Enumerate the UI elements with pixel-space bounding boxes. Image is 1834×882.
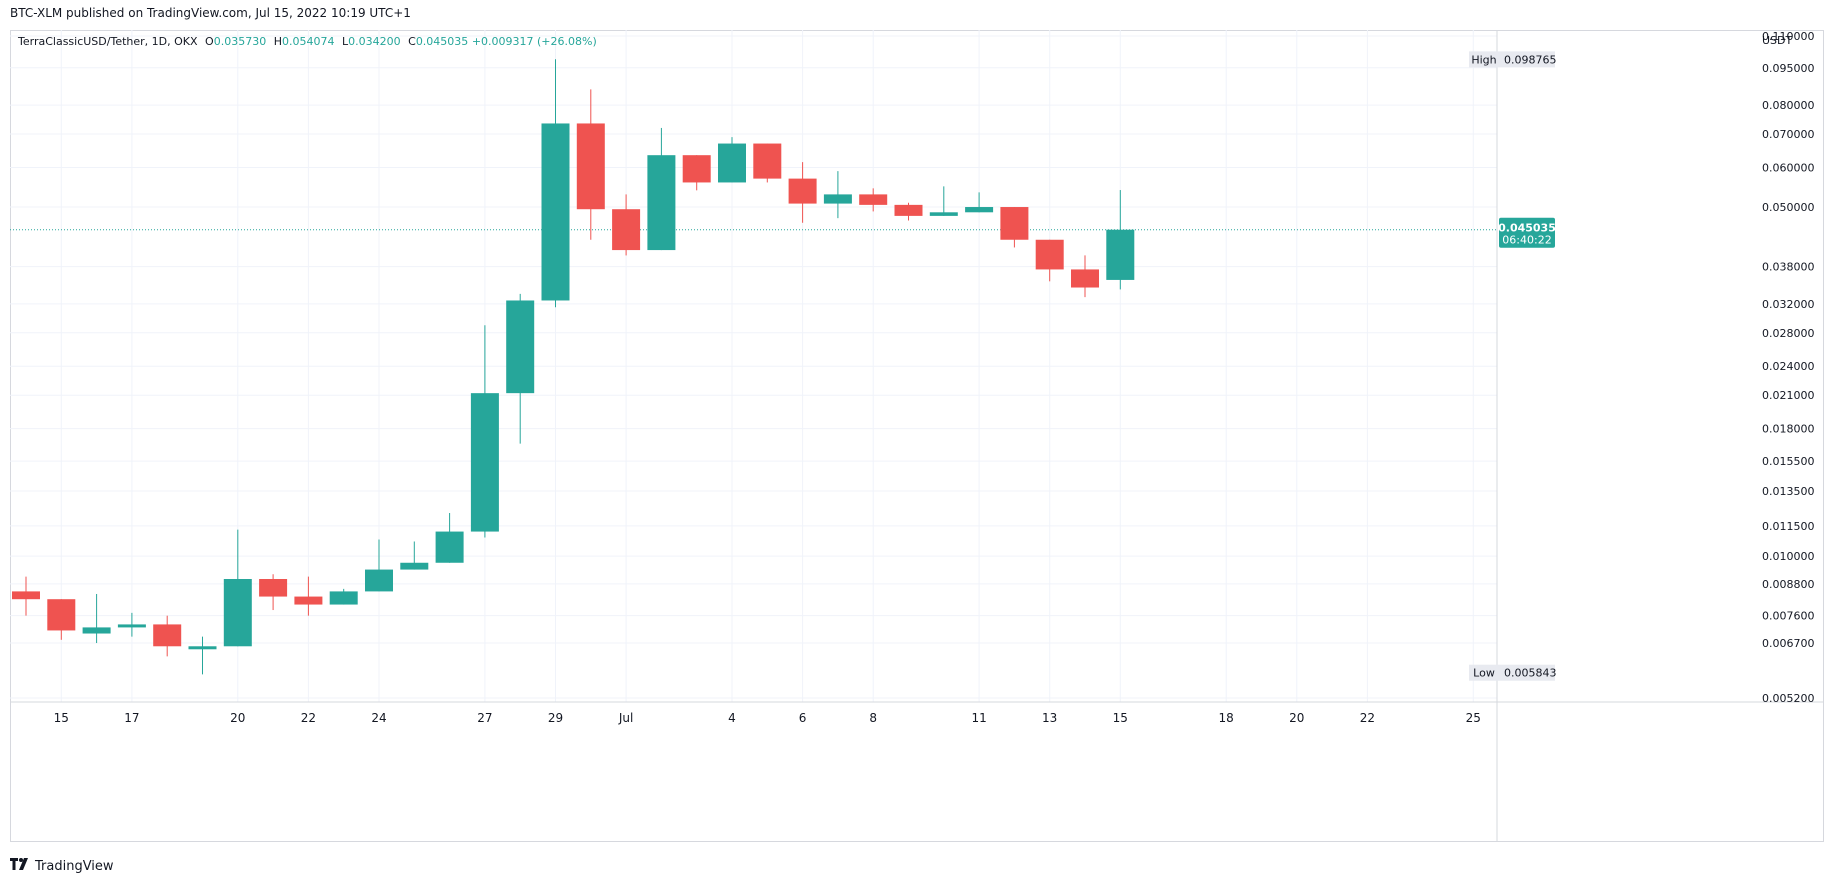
x-tick-label: 29: [548, 711, 563, 725]
high-marker-label-bg: [1469, 51, 1499, 68]
candle-body[interactable]: [541, 123, 570, 301]
y-tick-label: 0.032000: [1762, 298, 1815, 311]
candle-body[interactable]: [153, 624, 182, 647]
candle-body[interactable]: [965, 207, 994, 213]
candle-body[interactable]: [12, 591, 40, 600]
candle-body[interactable]: [223, 579, 252, 647]
low-marker-value: 0.005843: [1504, 667, 1557, 680]
candle-body[interactable]: [718, 143, 746, 183]
candle-body[interactable]: [435, 531, 464, 563]
y-tick-label: 0.028000: [1762, 327, 1815, 340]
candle-body[interactable]: [823, 194, 852, 204]
y-tick-label: 0.006700: [1762, 637, 1815, 650]
candle-body[interactable]: [682, 155, 711, 183]
x-tick-label: 17: [124, 711, 139, 725]
candle-body[interactable]: [612, 209, 641, 251]
open-value: 0.035730: [213, 35, 267, 48]
y-tick-label: 0.024000: [1762, 360, 1815, 373]
high-value: 0.054074: [281, 35, 335, 48]
x-tick-label: 6: [799, 711, 807, 725]
high-marker-label: High: [1471, 53, 1496, 66]
y-tick-label: 0.011500: [1762, 520, 1815, 533]
y-tick-label: 0.008800: [1762, 578, 1815, 591]
last-price-value: 0.045035: [1498, 222, 1556, 235]
last-price-tag: [1499, 217, 1555, 248]
last-price-countdown: 06:40:22: [1502, 234, 1551, 247]
y-tick-label: 0.050000: [1762, 201, 1815, 214]
candle-body[interactable]: [259, 579, 288, 597]
y-tick-label: 0.080000: [1762, 99, 1815, 112]
y-tick-label: 0.015500: [1762, 455, 1815, 468]
candle-body[interactable]: [1071, 269, 1099, 288]
low-marker-label: Low: [1473, 667, 1495, 680]
x-tick-label: 15: [54, 711, 69, 725]
candle-body[interactable]: [470, 393, 499, 532]
x-tick-label: 20: [230, 711, 245, 725]
candle-body[interactable]: [929, 212, 958, 216]
symbol-label[interactable]: TerraClassicUSD/Tether, 1D, OKX: [18, 35, 198, 48]
x-tick-label: 11: [971, 711, 986, 725]
close-value: 0.045035: [415, 35, 469, 48]
candle-body[interactable]: [82, 627, 111, 634]
candle-body[interactable]: [329, 591, 358, 605]
y-tick-label: 0.007600: [1762, 610, 1815, 623]
candle-body[interactable]: [753, 143, 782, 179]
high-marker-value: 0.098765: [1504, 53, 1557, 66]
y-tick-label: 0.038000: [1762, 261, 1815, 274]
low-value: 0.034200: [348, 35, 401, 48]
x-tick-label: 8: [869, 711, 877, 725]
close-label: C: [408, 35, 416, 48]
currency-label: USDT: [1762, 34, 1793, 47]
y-tick-label: 0.095000: [1762, 62, 1815, 75]
change-value: +0.009317 (+26.08%): [471, 35, 597, 48]
open-label: O: [205, 35, 214, 48]
candle-body[interactable]: [576, 123, 605, 210]
tradingview-logo-icon: [10, 858, 30, 874]
y-tick-label: 0.018000: [1762, 423, 1815, 436]
candle-body[interactable]: [117, 624, 146, 628]
y-tick-label: 0.110000: [1762, 30, 1815, 43]
candle-body[interactable]: [47, 599, 76, 631]
high-label: H: [273, 35, 282, 48]
high-marker-value-bg: [1499, 51, 1555, 68]
x-tick-label: 18: [1219, 711, 1234, 725]
publish-header: BTC-XLM published on TradingView.com, Ju…: [10, 6, 411, 20]
x-tick-label: 20: [1289, 711, 1304, 725]
x-tick-label: 22: [1360, 711, 1375, 725]
candle-body[interactable]: [400, 562, 429, 570]
x-tick-label: 4: [728, 711, 736, 725]
low-label: L: [341, 35, 349, 48]
y-tick-label: 0.013500: [1762, 485, 1815, 498]
footer-brand[interactable]: TradingView: [10, 858, 114, 874]
y-tick-label: 0.060000: [1762, 161, 1815, 174]
candle-body[interactable]: [506, 300, 535, 394]
x-tick-label: 27: [477, 711, 492, 725]
low-marker-label-bg: [1469, 664, 1499, 681]
footer-brand-label: TradingView: [35, 858, 114, 874]
candle-body[interactable]: [188, 646, 217, 650]
y-tick-label: 0.021000: [1762, 389, 1815, 402]
y-tick-label: 0.070000: [1762, 128, 1815, 141]
candle-body[interactable]: [859, 194, 888, 205]
candle-body[interactable]: [1106, 229, 1135, 280]
y-tick-label: 0.010000: [1762, 550, 1815, 563]
ohlc-legend: TerraClassicUSD/Tether, 1D, OKX O0.03573…: [18, 35, 597, 48]
x-tick-label: 15: [1113, 711, 1128, 725]
candle-body[interactable]: [788, 178, 817, 204]
candle-body[interactable]: [1035, 239, 1064, 270]
candle-body[interactable]: [365, 569, 393, 592]
x-tick-label: 13: [1042, 711, 1057, 725]
x-tick-label: 22: [301, 711, 316, 725]
candle-body[interactable]: [894, 204, 923, 216]
candle-body[interactable]: [1000, 207, 1029, 240]
candle-body[interactable]: [647, 155, 676, 251]
x-tick-label: 24: [371, 711, 386, 725]
y-tick-label: 0.005200: [1762, 692, 1815, 705]
chart-frame: [10, 30, 1824, 842]
low-marker-value-bg: [1499, 664, 1555, 681]
candle-body[interactable]: [294, 596, 323, 605]
x-tick-label: Jul: [618, 711, 633, 725]
x-tick-label: 25: [1466, 711, 1481, 725]
